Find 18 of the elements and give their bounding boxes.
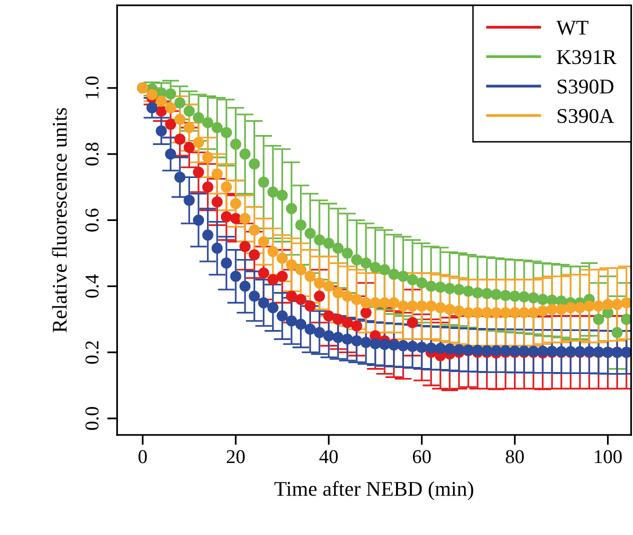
y-axis-title: Relative fluorescence units bbox=[52, 108, 67, 332]
legend-label: WT bbox=[556, 20, 588, 35]
legend-label: S390A bbox=[558, 108, 614, 124]
y-tick-label: 0.2 bbox=[85, 341, 99, 364]
x-tick-label: 80 bbox=[506, 450, 524, 464]
x-axis-title: Time after NEBD (min) bbox=[274, 481, 474, 500]
y-tick-label: 1.0 bbox=[85, 76, 99, 98]
legend-label: K391R bbox=[556, 50, 616, 64]
x-tick-label: 100 bbox=[594, 450, 622, 464]
x-tick-label: 40 bbox=[319, 450, 338, 464]
x-tick-label: 60 bbox=[412, 450, 431, 464]
y-tick-label: 0.0 bbox=[85, 407, 99, 430]
legend-label: S390D bbox=[558, 80, 614, 94]
x-tick-label: 20 bbox=[226, 450, 245, 464]
y-tick-label: 0.4 bbox=[85, 274, 99, 298]
y-tick-label: 0.8 bbox=[85, 142, 99, 166]
x-tick-label: 0 bbox=[138, 450, 147, 464]
y-tick-label: 0.6 bbox=[85, 208, 99, 232]
